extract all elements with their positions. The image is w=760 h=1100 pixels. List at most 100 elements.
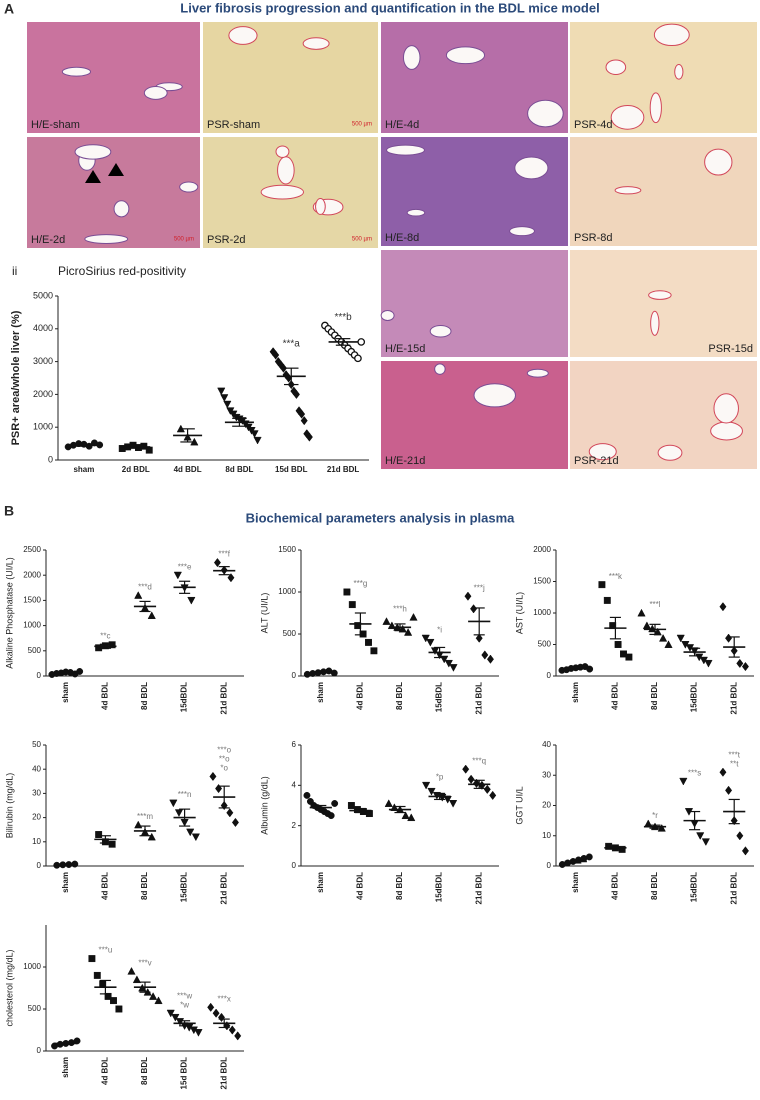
chart: 05001000cholesterol (mg/dL)sham4d BDL***… [4, 925, 244, 1089]
x-tick-label: 8d BDL [225, 465, 253, 474]
y-tick-label: 30 [32, 789, 41, 798]
data-point [174, 572, 181, 579]
y-tick-label: 0 [37, 1046, 42, 1055]
micrograph-label: H/E-15d [385, 343, 425, 355]
significance-label: *r [652, 811, 658, 820]
micrograph-label: H/E-8d [385, 232, 419, 244]
data-point [354, 806, 360, 812]
data-point [465, 592, 471, 600]
x-tick-label: 8d BDL [395, 682, 404, 710]
data-point [208, 1003, 214, 1011]
micrograph-label: PSR-15d [708, 343, 753, 355]
vessel [714, 394, 739, 423]
vessel [180, 182, 198, 192]
significance-label: ***a [283, 338, 301, 349]
significance-label: *w [180, 1000, 189, 1009]
vessel [658, 445, 682, 460]
data-point [328, 812, 334, 818]
y-tick-label: 30 [542, 770, 551, 779]
error-bar [60, 864, 71, 865]
chart: 05001000150020002500Alkaline Phosphatase… [4, 545, 244, 714]
micrograph-label: H/E-21d [385, 455, 425, 467]
data-point [720, 603, 726, 611]
data-point [680, 778, 687, 785]
x-tick-label: 21d BDL [474, 872, 483, 905]
vessel [229, 27, 257, 45]
micrograph: PSR-21d [570, 361, 757, 469]
panel-letter: A [4, 1, 14, 17]
data-point [110, 997, 116, 1003]
micrograph-label: PSR-2d [207, 234, 246, 246]
data-point [109, 841, 115, 847]
vessel [446, 47, 484, 64]
data-point [742, 847, 748, 855]
y-tick-label: 0 [547, 861, 552, 870]
x-tick-label: sham [571, 872, 580, 893]
data-point [487, 655, 493, 663]
x-tick-label: sham [61, 682, 70, 703]
significance-label: ***x [218, 994, 231, 1003]
vessel [144, 87, 167, 100]
data-point [344, 589, 350, 595]
y-tick-label: 5000 [33, 290, 53, 300]
x-tick-label: 8d BDL [140, 872, 149, 900]
micrograph: PSR-sham500 µm [203, 22, 378, 133]
data-point [410, 614, 417, 621]
chart: iiPicroSirius red-positivity010002000300… [10, 264, 369, 474]
x-tick-label: sham [61, 872, 70, 893]
y-tick-label: 1500 [533, 577, 551, 586]
x-tick-label: 4d BDL [356, 682, 365, 710]
data-point [94, 972, 100, 978]
y-tick-label: 500 [28, 1004, 42, 1013]
data-point [645, 820, 652, 827]
x-tick-label: 15dBDL [690, 872, 699, 902]
data-point [638, 609, 645, 616]
significance-label: ***q [472, 756, 486, 765]
vessel [650, 93, 661, 123]
data-point [484, 785, 490, 793]
x-tick-label: 15dBDL [180, 682, 189, 712]
y-tick-label: 20 [32, 813, 41, 822]
micrograph: H/E-2d500 µm [27, 137, 200, 248]
significance-label: ***m [137, 812, 153, 821]
data-point [615, 641, 621, 647]
x-tick-label: 8d BDL [650, 872, 659, 900]
data-point [135, 821, 142, 828]
figure-title: Biochemical parameters analysis in plasm… [246, 510, 516, 525]
data-point [383, 618, 390, 625]
vessel [114, 201, 129, 217]
x-tick-label: 15dBDL [435, 872, 444, 902]
y-tick-label: 0 [48, 454, 53, 464]
micrograph: PSR-8d [570, 137, 757, 246]
chart: 010203040GGT UI/Lsham4d BDL8d BDL*r15dBD… [514, 740, 754, 904]
micrograph-image [27, 22, 200, 133]
y-tick-label: 10 [542, 831, 551, 840]
y-tick-label: 0 [37, 671, 42, 680]
data-point [490, 791, 496, 799]
data-point [665, 641, 672, 648]
micrograph: H/E-sham [27, 22, 200, 133]
x-tick-label: 21d BDL [327, 465, 360, 474]
x-tick-label: 4d BDL [101, 682, 110, 710]
data-point [659, 635, 666, 642]
chart: 050010001500ALT (UI/L)sham4d BDL***g8d B… [259, 545, 499, 714]
significance-label: *p [436, 772, 444, 781]
significance-label: ***o [217, 746, 231, 755]
data-point [254, 437, 261, 444]
chart: 0246Albumin (g/dL)sham4d BDL8d BDL15dBDL… [259, 740, 499, 904]
data-point [468, 775, 474, 783]
micrograph-image [381, 250, 568, 357]
x-tick-label: 21d BDL [474, 682, 483, 715]
data-point [349, 601, 355, 607]
significance-label: ***k [609, 572, 623, 581]
data-point [116, 1006, 122, 1012]
y-tick-label: 1500 [23, 596, 41, 605]
vessel [261, 185, 303, 199]
significance-label: ***s [688, 768, 701, 777]
micrograph: PSR-2d500 µm [203, 137, 378, 248]
micrograph-image [27, 137, 200, 248]
figure-title: Liver fibrosis progression and quantific… [180, 0, 599, 15]
vessel [474, 384, 515, 407]
y-tick-label: 1000 [33, 422, 53, 432]
data-point [586, 666, 592, 672]
